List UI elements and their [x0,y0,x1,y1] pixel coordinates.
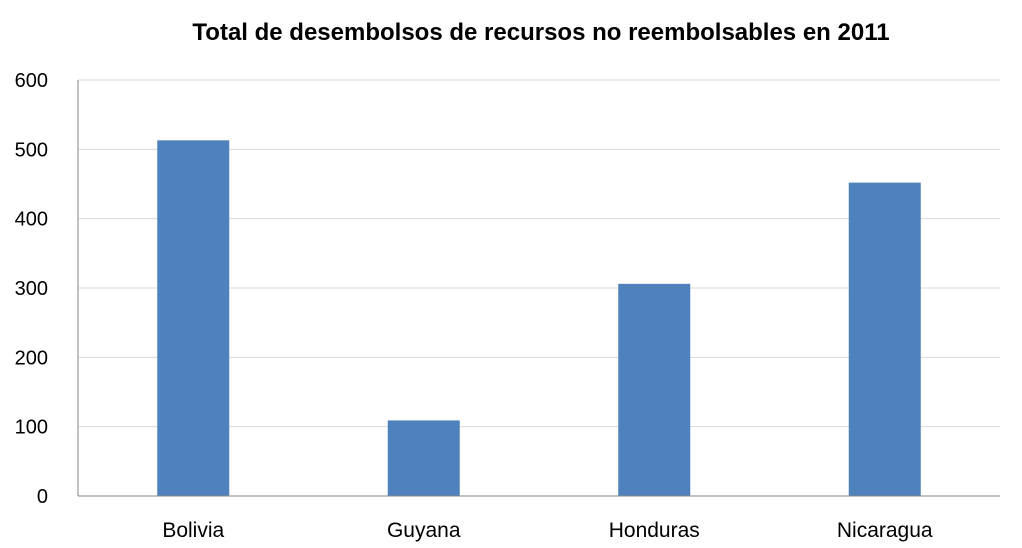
x-category-label: Guyana [387,519,461,542]
y-tick-label: 0 [37,486,48,508]
y-tick-label: 100 [15,417,48,439]
x-category-labels: Bolivia Guyana Honduras Nicaragua [162,519,933,542]
axes [77,80,1000,497]
bar-nicaragua [848,182,921,496]
chart-title: Total de desembolsos de recursos no reem… [192,19,889,46]
x-category-label: Nicaragua [837,519,933,542]
y-tick-label: 300 [15,278,48,300]
y-tick-label: 600 [15,70,48,92]
bar-bolivia [157,140,230,496]
y-tick-label: 200 [15,347,48,369]
gridlines [78,79,1000,428]
y-tick-labels: 0 100 200 300 400 500 600 [15,70,48,508]
bars [157,140,921,496]
y-tick-label: 400 [15,209,48,231]
bar-guyana [387,420,460,496]
y-tick-label: 500 [15,139,48,161]
bar-honduras [618,283,691,496]
x-category-label: Honduras [609,519,700,542]
x-category-label: Bolivia [162,519,224,542]
